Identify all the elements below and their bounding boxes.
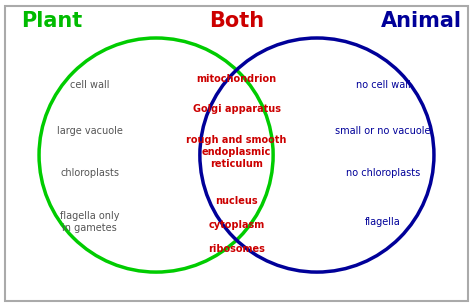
Text: cell wall: cell wall <box>70 80 110 90</box>
Text: cytoplasm: cytoplasm <box>209 220 264 230</box>
Text: large vacuole: large vacuole <box>57 126 123 136</box>
Text: Plant: Plant <box>21 11 83 31</box>
Text: ribosomes: ribosomes <box>208 244 265 254</box>
Text: Animal: Animal <box>380 11 462 31</box>
FancyBboxPatch shape <box>5 6 468 301</box>
Text: flagella only
in gametes: flagella only in gametes <box>60 211 120 233</box>
Text: small or no vacuole: small or no vacuole <box>335 126 431 136</box>
Text: mitochondrion: mitochondrion <box>196 74 277 84</box>
Text: Both: Both <box>209 11 264 31</box>
Text: flagella: flagella <box>365 217 401 227</box>
Text: rough and smooth
endoplasmic
reticulum: rough and smooth endoplasmic reticulum <box>186 135 287 169</box>
Text: no chloroplasts: no chloroplasts <box>346 168 420 178</box>
Text: no cell wall: no cell wall <box>356 80 411 90</box>
Text: Golgi apparatus: Golgi apparatus <box>193 105 280 114</box>
Text: nucleus: nucleus <box>215 196 258 206</box>
Text: chloroplasts: chloroplasts <box>61 168 119 178</box>
